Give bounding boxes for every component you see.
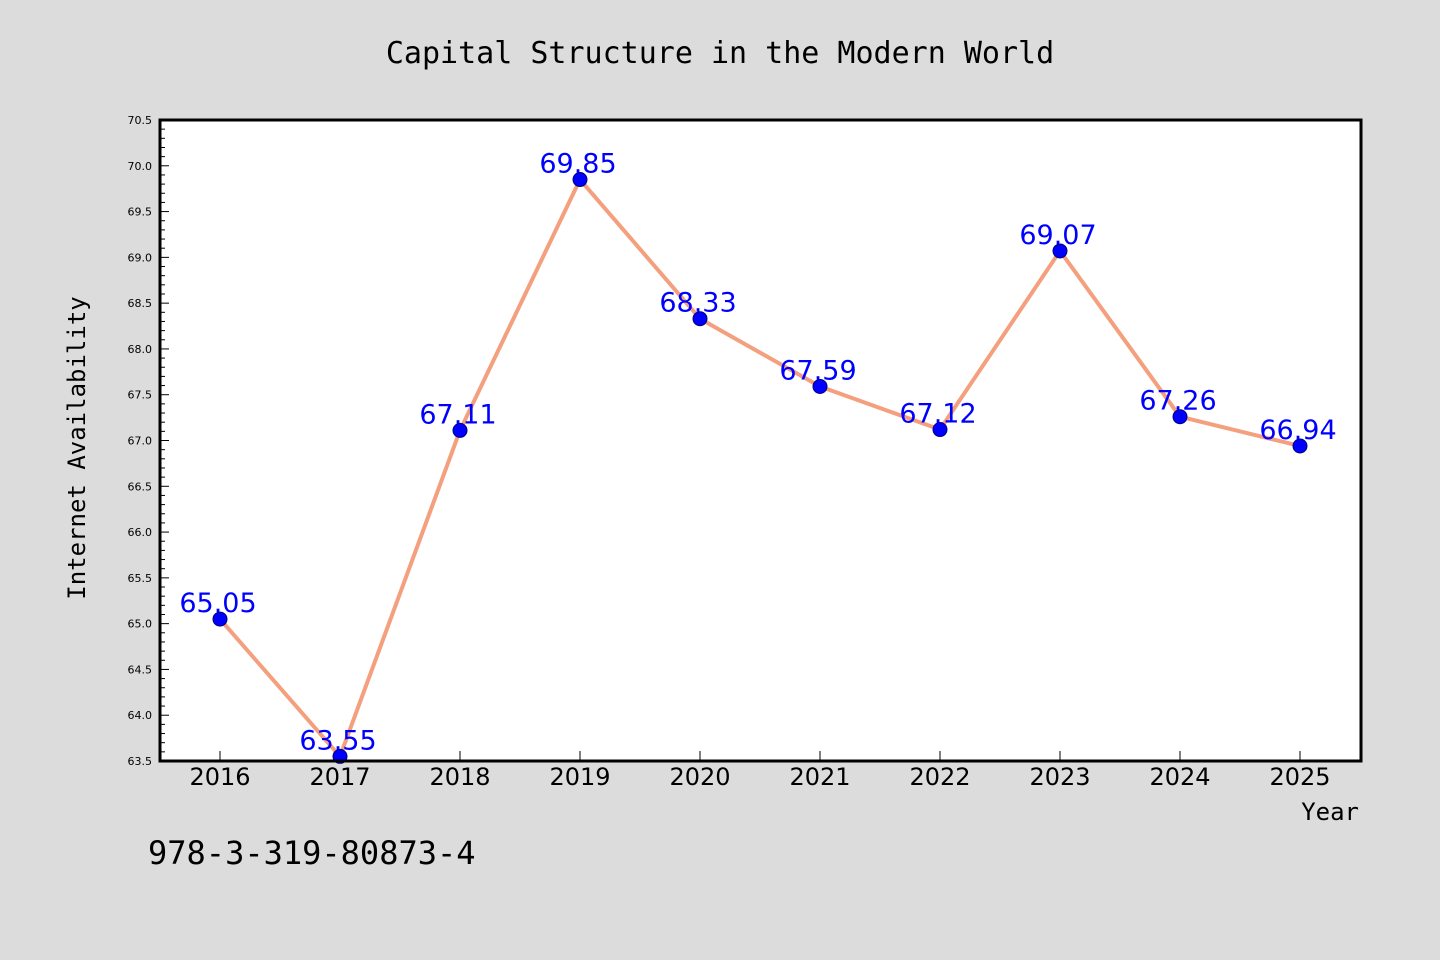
x-tick-label: 2020 [669, 763, 730, 791]
series-line [218, 177, 1302, 759]
chart-title: Capital Structure in the Modern World [386, 36, 1054, 71]
data-point [692, 311, 708, 327]
plot-frame [158, 118, 1363, 763]
y-tick-label: 67.0 [128, 435, 153, 448]
x-axis: 2016 2017 2018 2019 2020 2021 2022 2023 2024 2025 [189, 751, 1331, 791]
y-axis-label: Internet Availability [63, 296, 91, 599]
data-point [572, 172, 588, 188]
data-label: 65.05 [179, 588, 256, 619]
isbn-text: 978-3-319-80873-4 [148, 834, 476, 872]
x-tick-label: 2016 [189, 763, 250, 791]
data-label: 67.59 [779, 355, 856, 386]
series: 65.05 63.55 67.11 69.85 68.33 67.59 67.12 69.07… [179, 149, 1337, 764]
y-tick-label: 70.0 [128, 160, 153, 173]
y-tick-label: 65.5 [128, 572, 153, 585]
y-tick-label: 69.5 [128, 206, 153, 219]
x-tick-label: 2021 [789, 763, 850, 791]
y-axis: 63.5 64.0 64.5 65.0 65.5 66.0 66.5 67.0 67.5 68.0… [128, 114, 169, 768]
plot-area [160, 120, 1361, 761]
y-tick-label: 64.0 [128, 709, 153, 722]
y-tick-label: 70.5 [128, 114, 153, 127]
x-tick-label: 2017 [309, 763, 370, 791]
data-label: 68.33 [659, 288, 736, 319]
x-tick-label: 2018 [429, 763, 490, 791]
data-label: 67.26 [1139, 386, 1216, 417]
data-point [1172, 409, 1188, 425]
data-label: 67.12 [899, 399, 976, 430]
data-label: 66.94 [1259, 415, 1336, 446]
y-tick-label: 66.5 [128, 480, 153, 493]
y-tick-label: 69.0 [128, 251, 153, 264]
y-tick-label: 68.5 [128, 297, 153, 310]
data-label: 69.07 [1019, 220, 1096, 251]
y-tick-label: 63.5 [128, 755, 153, 768]
data-point [452, 422, 468, 438]
data-point [812, 378, 828, 394]
data-point [212, 611, 228, 627]
data-label: 63.55 [299, 725, 376, 756]
y-tick-label: 67.5 [128, 389, 153, 402]
data-label: 67.11 [419, 399, 496, 430]
data-point [932, 422, 948, 438]
x-tick-label: 2025 [1269, 763, 1330, 791]
x-tick-label: 2022 [909, 763, 970, 791]
y-tick-label: 64.5 [128, 663, 153, 676]
x-tick-label: 2024 [1149, 763, 1210, 791]
y-tick-label: 65.0 [128, 618, 153, 631]
x-tick-label: 2023 [1029, 763, 1090, 791]
data-point [1052, 243, 1068, 259]
x-axis-label: Year [1301, 798, 1359, 826]
y-tick-label: 68.0 [128, 343, 153, 356]
x-tick-label: 2019 [549, 763, 610, 791]
data-point [1292, 438, 1308, 454]
data-label: 69.85 [539, 149, 616, 180]
y-tick-label: 66.0 [128, 526, 153, 539]
